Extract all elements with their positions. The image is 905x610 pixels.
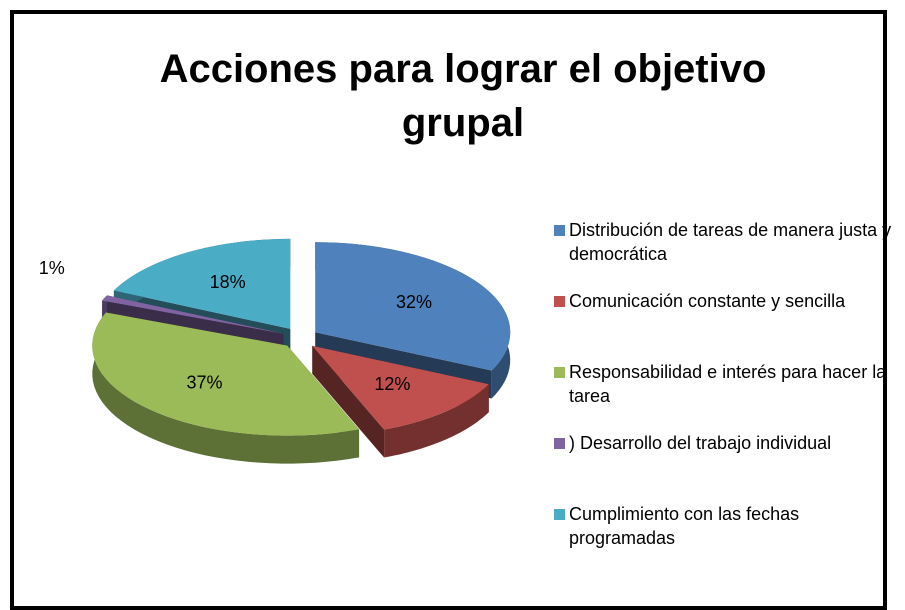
slice-side: [312, 345, 385, 458]
chart: 32% 12% 37% 1% 18%: [39, 238, 511, 464]
slice: [113, 238, 291, 329]
legend-swatch: [554, 509, 565, 520]
slice-side: [384, 384, 489, 458]
data-label: 18%: [210, 272, 246, 292]
legend-label: Responsabilidad e interés para hacer la …: [569, 362, 887, 406]
legend-item: Distribución de tareas de manera justa y…: [554, 218, 894, 289]
legend-label: Distribución de tareas de manera justa y…: [569, 220, 892, 264]
legend-item: Comunicación constante y sencilla: [554, 289, 894, 360]
legend-swatch: [554, 296, 565, 307]
data-label: 12%: [374, 374, 410, 394]
page: 32% 12% 37% 1% 18% Acciones para lograr el o…: [10, 10, 894, 610]
data-label: 1%: [39, 258, 65, 278]
data-label: 37%: [187, 373, 223, 393]
legend-item: ) Desarrollo del trabajo individual: [554, 431, 894, 502]
data-label: 32%: [396, 292, 432, 312]
slice-side: [92, 312, 360, 464]
legend-label: Comunicación constante y sencilla: [569, 291, 846, 311]
slice: [315, 242, 511, 371]
slice: [92, 312, 360, 436]
legend-label: Cumplimiento con las fechas programadas: [569, 504, 800, 548]
legend-swatch: [554, 438, 565, 449]
legend-item: Cumplimiento con las fechas programadas: [554, 502, 894, 573]
chart-title: Acciones para lograr el objetivo grupal: [159, 47, 767, 145]
legend-swatch: [554, 225, 565, 236]
legend-item: Responsabilidad e interés para hacer la …: [554, 360, 894, 431]
legend-label: ) Desarrollo del trabajo individual: [569, 433, 832, 453]
slice: [102, 295, 284, 334]
slice: [312, 345, 489, 430]
legend: Distribución de tareas de manera justa y…: [554, 218, 894, 573]
legend-swatch: [554, 367, 565, 378]
